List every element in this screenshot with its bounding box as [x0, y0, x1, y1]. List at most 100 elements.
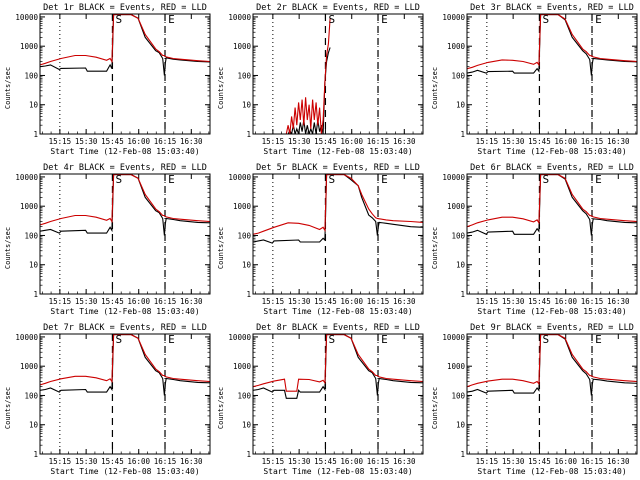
- y-tick-label: 1000: [447, 202, 466, 211]
- x-tick-label: 16:15: [154, 137, 177, 146]
- x-tick-label: 16:00: [340, 457, 363, 466]
- x-tick-label: 15:15: [262, 297, 285, 306]
- x-axis-label: Start Time (12-Feb-08 15:03:40): [477, 307, 626, 316]
- x-tick-label: 15:30: [75, 297, 98, 306]
- panel-9: Det 9r BLACK = Events, RED = LLD 1 10 100 10…: [431, 323, 638, 476]
- y-tick-label: 1000: [20, 202, 39, 211]
- flare-marker-e: E: [381, 333, 388, 346]
- y-axis-label: Counts/sec: [217, 227, 225, 269]
- x-tick-label: 15:15: [49, 297, 72, 306]
- y-tick-label: 10: [456, 261, 466, 270]
- x-tick-label: 16:15: [581, 137, 604, 146]
- x-tick-label: 16:30: [393, 137, 416, 146]
- x-tick-label: 16:15: [154, 457, 177, 466]
- y-axis-label: Counts/sec: [431, 227, 439, 269]
- x-axis-label: Start Time (12-Feb-08 15:03:40): [263, 147, 412, 156]
- x-tick-label: 15:30: [502, 137, 525, 146]
- y-tick-label: 1000: [20, 42, 39, 51]
- y-tick-label: 1: [33, 450, 38, 459]
- x-tick-label: 16:15: [367, 457, 390, 466]
- y-tick-label: 1000: [447, 42, 466, 51]
- x-tick-label: 15:30: [288, 137, 311, 146]
- x-tick-label: 15:15: [476, 457, 499, 466]
- plot-frame: [252, 173, 424, 295]
- y-tick-label: 1000: [233, 42, 252, 51]
- y-axis-label: Counts/sec: [217, 67, 225, 109]
- x-tick-label: 16:00: [340, 137, 363, 146]
- x-axis-label: Start Time (12-Feb-08 15:03:40): [263, 467, 412, 476]
- x-tick-label: 16:30: [393, 297, 416, 306]
- y-tick-label: 1: [460, 290, 465, 299]
- y-tick-label: 1000: [20, 362, 39, 371]
- y-tick-label: 100: [24, 71, 38, 80]
- x-tick-label: 16:00: [340, 297, 363, 306]
- flare-marker-e: E: [595, 13, 602, 26]
- panel-6: Det 6r BLACK = Events, RED = LLD 1 10 100 10…: [431, 163, 638, 316]
- x-tick-label: 16:00: [554, 137, 577, 146]
- plot-frame: [466, 333, 638, 455]
- x-tick-label: 15:45: [314, 297, 337, 306]
- x-tick-label: 16:30: [180, 137, 203, 146]
- x-tick-label: 16:30: [393, 457, 416, 466]
- y-tick-label: 1: [460, 130, 465, 139]
- y-tick-label: 10: [29, 421, 39, 430]
- y-tick-label: 1000: [233, 362, 252, 371]
- panel-title: Det 8r BLACK = Events, RED = LLD: [256, 323, 420, 333]
- x-tick-label: 16:00: [554, 297, 577, 306]
- x-tick-label: 15:15: [262, 137, 285, 146]
- x-tick-label: 15:30: [288, 297, 311, 306]
- series-group: [467, 174, 637, 236]
- y-tick-label: 1: [460, 450, 465, 459]
- panel-7: Det 7r BLACK = Events, RED = LLD 1 10 100 10…: [4, 323, 211, 476]
- x-tick-label: 15:15: [476, 297, 499, 306]
- events-series-line: [40, 14, 210, 76]
- panel-title: Det 6r BLACK = Events, RED = LLD: [470, 163, 634, 173]
- panel-8: Det 8r BLACK = Events, RED = LLD 1 10 100 10…: [217, 323, 424, 476]
- y-tick-label: 1: [33, 130, 38, 139]
- panel-title: Det 5r BLACK = Events, RED = LLD: [256, 163, 420, 173]
- y-tick-label: 1: [246, 290, 251, 299]
- x-tick-label: 16:30: [607, 137, 630, 146]
- x-tick-label: 16:15: [581, 457, 604, 466]
- series-group: [40, 14, 210, 76]
- y-tick-label: 10: [242, 261, 252, 270]
- plot-frame: [39, 173, 211, 295]
- plot-frame: [39, 333, 211, 455]
- x-tick-label: 16:00: [554, 457, 577, 466]
- panel-title: Det 1r BLACK = Events, RED = LLD: [43, 3, 207, 13]
- flare-marker-e: E: [595, 173, 602, 186]
- panel-title: Det 4r BLACK = Events, RED = LLD: [43, 163, 207, 173]
- series-group: [40, 334, 210, 396]
- lld-series-line: [40, 334, 210, 386]
- flare-marker-e: E: [595, 333, 602, 346]
- y-tick-label: 10000: [442, 13, 465, 22]
- y-tick-label: 10000: [15, 173, 38, 182]
- x-tick-label: 15:45: [101, 457, 124, 466]
- x-tick-label: 15:45: [314, 457, 337, 466]
- y-tick-label: 100: [451, 391, 465, 400]
- panel-1: Det 1r BLACK = Events, RED = LLD 1 10 100 10…: [4, 3, 211, 156]
- lld-series-line: [40, 174, 210, 226]
- y-tick-label: 1: [33, 290, 38, 299]
- events-series-line: [253, 174, 423, 244]
- x-axis-label: Start Time (12-Feb-08 15:03:40): [50, 307, 199, 316]
- y-tick-label: 10000: [442, 173, 465, 182]
- panel-title: Det 9r BLACK = Events, RED = LLD: [470, 323, 634, 333]
- x-tick-label: 16:15: [367, 297, 390, 306]
- x-tick-label: 16:30: [607, 297, 630, 306]
- series-group: [467, 14, 637, 76]
- x-tick-label: 16:00: [127, 137, 150, 146]
- x-axis-label: Start Time (12-Feb-08 15:03:40): [477, 467, 626, 476]
- plot-frame: [39, 13, 211, 135]
- x-tick-label: 15:45: [101, 297, 124, 306]
- flare-marker-s: S: [543, 333, 550, 346]
- panel-4: Det 4r BLACK = Events, RED = LLD 1 10 100 10…: [4, 163, 211, 316]
- x-tick-label: 16:15: [581, 297, 604, 306]
- flare-marker-e: E: [168, 333, 175, 346]
- flare-marker-s: S: [329, 13, 336, 26]
- x-tick-label: 15:15: [49, 457, 72, 466]
- y-axis-label: Counts/sec: [217, 387, 225, 429]
- panel-3: Det 3r BLACK = Events, RED = LLD 1 10 100 10…: [431, 3, 638, 156]
